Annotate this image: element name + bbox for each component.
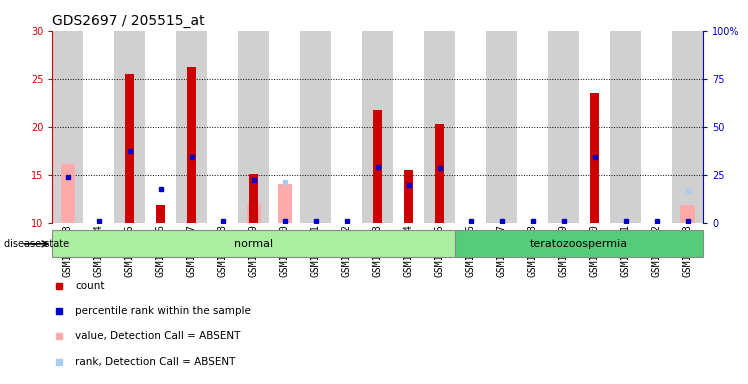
- Text: disease state: disease state: [4, 239, 69, 249]
- Text: teratozoospermia: teratozoospermia: [530, 239, 628, 249]
- Bar: [61, 164, 75, 223]
- Bar: [424, 31, 456, 223]
- Bar: [548, 31, 579, 223]
- Bar: [486, 31, 517, 223]
- Bar: [331, 31, 362, 223]
- Text: percentile rank within the sample: percentile rank within the sample: [75, 306, 251, 316]
- Bar: [579, 31, 610, 223]
- Bar: [207, 31, 239, 223]
- Bar: [52, 230, 456, 257]
- Bar: [590, 93, 599, 223]
- Bar: [52, 31, 83, 223]
- Bar: [404, 170, 414, 223]
- Bar: [456, 230, 703, 257]
- Bar: [249, 174, 258, 223]
- Bar: [114, 31, 145, 223]
- Bar: [239, 31, 269, 223]
- Bar: [641, 31, 672, 223]
- Bar: [156, 205, 165, 223]
- Bar: [362, 31, 393, 223]
- Text: value, Detection Call = ABSENT: value, Detection Call = ABSENT: [75, 331, 241, 341]
- Bar: [278, 184, 292, 223]
- Bar: [125, 74, 135, 223]
- Text: normal: normal: [234, 239, 273, 249]
- Bar: [177, 31, 207, 223]
- Bar: [373, 111, 382, 223]
- Bar: [145, 31, 177, 223]
- Bar: [187, 67, 197, 223]
- Text: count: count: [75, 281, 105, 291]
- Bar: [672, 31, 703, 223]
- Bar: [610, 31, 641, 223]
- Bar: [300, 31, 331, 223]
- Bar: [247, 204, 261, 223]
- Bar: [269, 31, 300, 223]
- Bar: [681, 205, 695, 223]
- Text: GDS2697 / 205515_at: GDS2697 / 205515_at: [52, 14, 205, 28]
- Bar: [83, 31, 114, 223]
- Bar: [517, 31, 548, 223]
- Bar: [393, 31, 424, 223]
- Text: rank, Detection Call = ABSENT: rank, Detection Call = ABSENT: [75, 357, 236, 367]
- Bar: [456, 31, 486, 223]
- Bar: [435, 124, 444, 223]
